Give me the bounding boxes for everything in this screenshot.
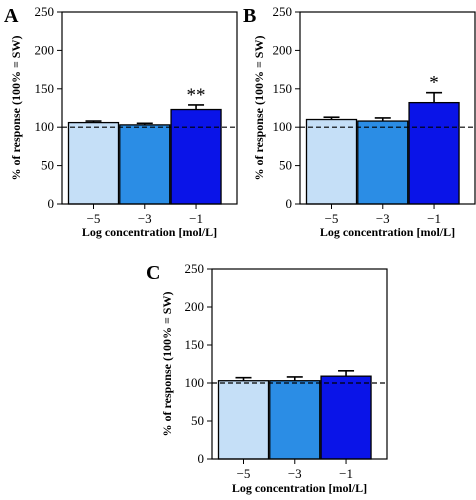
bar — [269, 380, 321, 460]
y-tick-label: 200 — [273, 42, 293, 57]
bar — [357, 120, 409, 205]
bar — [170, 108, 222, 205]
x-tick-label: −3 — [138, 211, 152, 226]
y-tick-label: 0 — [48, 196, 55, 211]
panel-letter: C — [146, 262, 160, 284]
y-tick-label: 200 — [35, 42, 55, 57]
x-tick-label: −5 — [325, 211, 339, 226]
plot-frame — [211, 268, 388, 460]
y-axis-label: % of response (100% = SW) — [160, 292, 174, 437]
y-axis-label: % of response (100% = SW) — [9, 36, 23, 181]
x-tick-label: −1 — [189, 211, 203, 226]
y-tick-label: 100 — [273, 119, 293, 134]
y-tick-label: 0 — [198, 451, 205, 466]
plot-frame — [61, 11, 238, 205]
y-tick-label: 50 — [279, 158, 292, 173]
x-tick-label: −3 — [288, 466, 302, 481]
bar — [217, 380, 270, 460]
y-tick-label: 50 — [41, 158, 54, 173]
chart-panel-a: A −5 −3 ** −1 0 50 100 150 200 250 % of response (1… — [4, 4, 238, 239]
y-tick-label: 100 — [185, 375, 205, 390]
x-tick-label: −1 — [339, 466, 353, 481]
panel-letter: A — [4, 5, 19, 27]
y-tick-label: 150 — [35, 81, 55, 96]
y-tick-label: 0 — [286, 196, 293, 211]
significance-marker: ** — [187, 85, 206, 106]
x-tick-label: −3 — [376, 211, 390, 226]
y-tick-label: 150 — [273, 81, 293, 96]
bar — [305, 118, 358, 205]
y-tick-label: 150 — [185, 337, 205, 352]
y-tick-label: 200 — [185, 299, 205, 314]
x-axis-label: Log concentration [mol/L] — [82, 225, 217, 239]
bar — [119, 124, 171, 205]
bar — [408, 101, 460, 205]
bar — [320, 375, 372, 460]
plot-frame — [299, 11, 476, 205]
y-tick-label: 50 — [191, 413, 204, 428]
chart-panel-b: B −5 −3 * −1 0 50 100 150 200 250 % of response (10… — [243, 4, 476, 239]
y-tick-label: 250 — [185, 261, 205, 276]
x-tick-label: −1 — [427, 211, 441, 226]
y-tick-label: 250 — [35, 4, 55, 19]
chart-panel-c: C −5 −3 −1 0 50 100 150 200 250 % of response (100… — [146, 261, 388, 495]
panel-letter: B — [243, 5, 256, 27]
y-tick-label: 250 — [273, 4, 293, 19]
x-tick-label: −5 — [237, 466, 251, 481]
y-axis-label: % of response (100% = SW) — [252, 36, 266, 181]
x-axis-label: Log concentration [mol/L] — [320, 225, 455, 239]
x-tick-label: −5 — [87, 211, 101, 226]
significance-marker: * — [429, 73, 439, 94]
y-tick-label: 100 — [35, 119, 55, 134]
bar — [67, 121, 120, 205]
x-axis-label: Log concentration [mol/L] — [232, 481, 367, 495]
